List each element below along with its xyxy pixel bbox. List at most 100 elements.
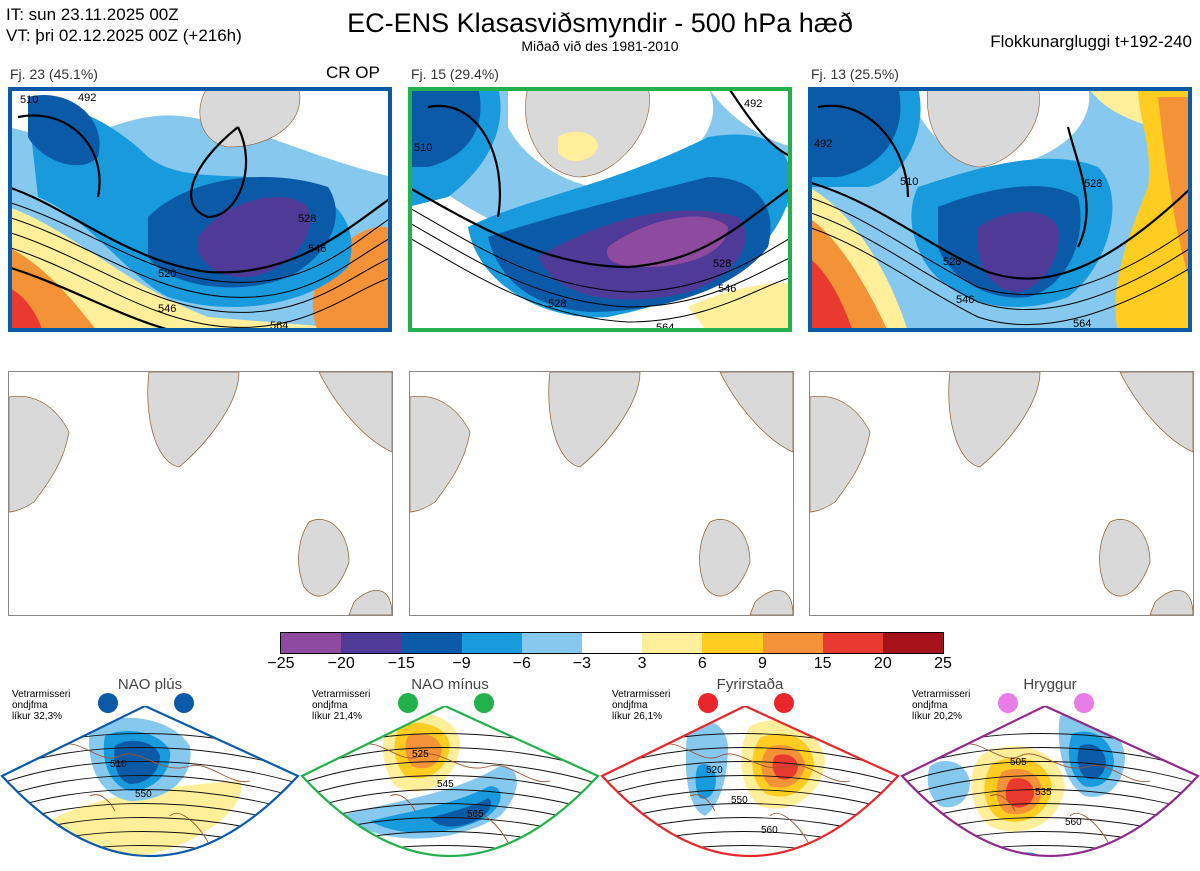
cluster-3-label: Fj. 13 (25.5%) (811, 66, 899, 82)
regime-panel[interactable]: Hryggur Vetrarmisseri ondjfma líkur 20,2% 50… (900, 676, 1200, 871)
regime-map: 520 550 560 (600, 706, 900, 858)
height-contour (602, 761, 898, 785)
contour-label: 546 (718, 283, 736, 295)
regime-frame (600, 706, 900, 858)
contour-label: 492 (814, 138, 832, 150)
height-contour (902, 775, 1198, 799)
contour-label: 528 (713, 258, 731, 270)
regime-note-line: líkur 32,3% (12, 711, 63, 722)
colorbar-tick-label: 25 (934, 655, 952, 672)
regime-note-line: Vetrarmisseri (12, 689, 71, 700)
colorbar-tick-label: 3 (637, 655, 647, 672)
valid-time: VT: þri 02.12.2025 00Z (+216h) (6, 26, 242, 45)
contour-label: 546 (308, 243, 326, 255)
anomaly-area (1005, 778, 1034, 808)
colorbar-segment (581, 633, 643, 653)
regime-panel[interactable]: NAO plús Vetrarmisseri ondjfma líkur 32,3% 5… (0, 676, 300, 871)
coastline (659, 743, 851, 847)
run-info: IT: sun 23.11.2025 00Z VT: þri 02.12.202… (6, 4, 242, 46)
colorbar-tick-label: −20 (327, 655, 355, 672)
height-contour (602, 845, 898, 856)
regime-note-line: Vetrarmisseri (912, 689, 971, 700)
height-contour (2, 789, 298, 813)
regime-frame (900, 706, 1200, 858)
regime-title: Hryggur (1023, 676, 1077, 693)
cluster-1-map[interactable]: 520 546 528 546 564 492 510 (8, 87, 392, 332)
regime-contour-label: 505 (1010, 757, 1027, 768)
height-contour (2, 845, 298, 856)
regime-note-line: líkur 26,1% (612, 711, 663, 722)
regime-frame (300, 706, 600, 858)
colorbar-tick-label: 6 (697, 655, 707, 672)
regime-note-line: ondjfma (912, 700, 948, 711)
regime-marker-dot (698, 693, 718, 713)
colorbar-segment (401, 633, 462, 653)
classification-window: Flokkunargluggi t+192-240 (990, 32, 1192, 51)
regime-map: 510 550 (0, 706, 300, 858)
regime-map: 505 535 560 (900, 706, 1200, 858)
empty-map-1 (8, 371, 393, 616)
regime-contour-label: 545 (437, 779, 454, 790)
contour-label: 528 (943, 256, 961, 268)
height-contour (602, 789, 898, 813)
cluster-1-tag: CR OP (326, 63, 380, 82)
init-time: IT: sun 23.11.2025 00Z (6, 5, 179, 24)
contour-label: 528 (298, 213, 316, 225)
height-contour (2, 761, 298, 785)
height-contour (302, 775, 598, 799)
colorbar-segment (822, 633, 883, 653)
regime-contour-label: 560 (761, 825, 778, 836)
contour-label: 492 (78, 92, 96, 104)
height-contour (302, 789, 598, 813)
colorbar-tick-label: −9 (452, 655, 471, 672)
colorbar-segment (281, 633, 342, 653)
colorbar-tick-label: −3 (572, 655, 592, 672)
contour-label: 520 (158, 268, 176, 280)
colorbar-tick-label: −25 (267, 655, 295, 672)
regime-marker-dot (998, 693, 1018, 713)
height-contour (902, 845, 1198, 856)
regime-probability-note: Vetrarmisseri ondjfma líkur 32,3% (12, 689, 70, 722)
regime-contour-label: 560 (1065, 817, 1082, 828)
regime-note-line: ondjfma (12, 700, 48, 711)
colorbar-tick-label: −6 (512, 655, 531, 672)
regime-note-line: Vetrarmisseri (312, 689, 371, 700)
regime-note-line: Vetrarmisseri (612, 689, 671, 700)
height-contour (902, 761, 1198, 785)
regime-panel[interactable]: Fyrirstaða Vetrarmisseri ondjfma líkur 26,1… (600, 676, 900, 871)
regime-note-line: ondjfma (312, 700, 348, 711)
regime-contour-label: 565 (467, 809, 484, 820)
anomaly-area (1077, 744, 1106, 780)
colorbar-segment (461, 633, 522, 653)
contour-label: 564 (656, 322, 674, 332)
contour-label: 528 (548, 298, 566, 310)
cluster-2-label: Fj. 15 (29.4%) (411, 66, 499, 82)
regime-map: 525 545 565 (300, 706, 600, 858)
coastline (59, 743, 251, 847)
empty-map-2 (409, 371, 794, 616)
regime-title: NAO mínus (411, 676, 489, 693)
colorbar-segment (702, 633, 763, 653)
regime-probability-note: Vetrarmisseri ondjfma líkur 21,4% (312, 689, 370, 722)
cluster-3-map[interactable]: 510 528 546 528 492 564 (808, 87, 1192, 332)
height-contour (302, 761, 598, 785)
contour-label: 492 (744, 98, 762, 110)
cluster-frame (408, 87, 792, 332)
regime-marker-dot (98, 693, 118, 713)
contour-label: 528 (1084, 178, 1102, 190)
regime-frame (0, 706, 300, 858)
regime-note-line: líkur 21,4% (312, 711, 363, 722)
anomaly-area (114, 740, 160, 784)
regime-note-line: ondjfma (612, 700, 648, 711)
cluster-1-label: Fj. 23 (45.1%) (10, 66, 98, 82)
page-subtitle: Miðað við des 1981-2010 (521, 38, 679, 54)
cluster-2-map[interactable]: 528 546 528 564 510 492 (408, 87, 792, 332)
regime-note-line: líkur 20,2% (912, 711, 963, 722)
anomaly-area (40, 781, 242, 856)
colorbar-segment (341, 633, 402, 653)
regime-marker-dot (174, 693, 194, 713)
colorbar (280, 632, 944, 654)
regime-panel[interactable]: NAO mínus Vetrarmisseri ondjfma líkur 21,4%… (300, 676, 600, 871)
colorbar-segment (882, 633, 944, 653)
regime-marker-dot (1074, 693, 1094, 713)
